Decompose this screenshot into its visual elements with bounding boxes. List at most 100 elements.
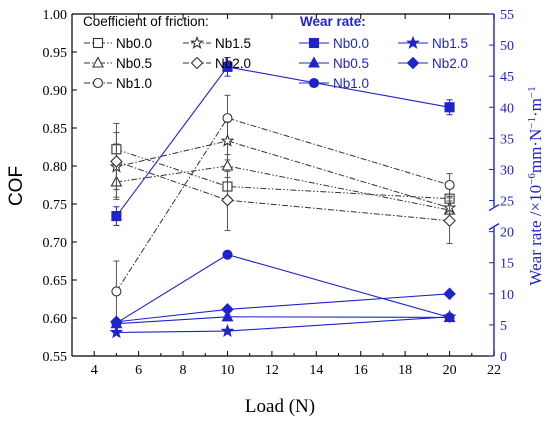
- y-axis-left-title: COF: [6, 166, 27, 206]
- circle-marker: [111, 286, 122, 297]
- triangle-marker: [308, 56, 320, 68]
- star-marker: [220, 133, 235, 147]
- wear-series-line: [116, 316, 450, 333]
- wear-series-line: [116, 254, 450, 324]
- y-right-tick-label: 5: [500, 319, 507, 334]
- legend-cof-label: Nb1.0: [116, 76, 152, 91]
- y-right-tick-label: 10: [500, 288, 514, 303]
- wear-series-nb0-0: [111, 57, 455, 226]
- star-marker: [190, 35, 204, 49]
- cof-series-nb0-5: [110, 154, 456, 220]
- legend-cof-label: Nb2.0: [215, 56, 251, 71]
- star-marker: [220, 323, 235, 337]
- legend-wear-label: Nb1.0: [333, 76, 369, 91]
- legend-wear-label: Nb1.5: [432, 36, 468, 51]
- y-left-tick-label: 0.90: [43, 84, 68, 99]
- y-left-tick-label: 1.00: [43, 8, 68, 23]
- circle-marker: [222, 249, 233, 260]
- cof-series-line: [116, 160, 450, 222]
- wear-series-nb1-0: [111, 249, 455, 329]
- tick-labels: 4 6 8 10 12 14 16 18 20 22 0.55 0.60 0.65 0.70 0.75 0.8…: [43, 8, 515, 378]
- x-tick-label: 8: [180, 363, 187, 378]
- series-layer: [109, 57, 457, 339]
- diamond-marker: [221, 193, 234, 207]
- x-tick-label: 16: [354, 363, 368, 378]
- star-marker: [109, 325, 124, 339]
- y-right-tick-label: 45: [500, 70, 514, 85]
- legend-cof-label: Nb1.5: [215, 36, 251, 51]
- y-right-tick-label: 55: [500, 8, 514, 23]
- y-left-tick-label: 0.80: [43, 160, 68, 175]
- y-right-tick-label: 30: [500, 163, 514, 178]
- y-left-tick-label: 0.95: [43, 46, 68, 61]
- wear-series-nb1-5: [109, 309, 457, 339]
- x-tick-label: 4: [91, 363, 98, 378]
- cof-series-nb1-0: [111, 94, 455, 323]
- wear-series-line: [115, 66, 450, 217]
- square-marker: [92, 37, 104, 49]
- square-marker: [111, 211, 122, 222]
- y-left-tick-label: 0.60: [43, 312, 68, 327]
- legend-cof-title: Coefficient of friction:: [83, 14, 209, 29]
- axis-break-mark-upper: [488, 203, 500, 212]
- y-right-tick-label: 15: [500, 257, 514, 272]
- y-right-title-main: Wear rate /×10: [526, 185, 545, 286]
- axis-break-mark-lower: [488, 223, 500, 231]
- x-tick-label: 22: [487, 363, 501, 378]
- y-right-tick-label: 20: [500, 226, 514, 241]
- legend-wear: Wear rate: Nb0.0 Nb0.5 Nb1.0 Nb1.5 Nb2.0: [299, 14, 468, 91]
- y-right-title-sup: −6: [526, 173, 538, 185]
- legend-wear-label: Nb2.0: [432, 56, 468, 71]
- diamond-marker: [443, 214, 456, 227]
- y-left-tick-label: 0.70: [43, 236, 68, 251]
- x-tick-label: 10: [220, 363, 234, 378]
- diamond-marker: [221, 303, 234, 316]
- y-right-tick-label: 0: [500, 350, 507, 365]
- y-right-tick-label: 40: [500, 101, 514, 116]
- y-axis-right-title: Wear rate /×10−6mm·N−1·m−1: [526, 86, 545, 285]
- star-marker: [406, 35, 420, 49]
- triangle-marker: [221, 310, 234, 322]
- y-right-title-end: mm·N: [526, 129, 545, 173]
- cof-series-nb2-0: [110, 122, 456, 245]
- plot-frame: [71, 13, 500, 357]
- star-marker: [442, 309, 457, 323]
- circle-marker: [444, 179, 455, 191]
- legend-wear-title: Wear rate:: [300, 14, 366, 29]
- y-left-tick-label: 0.55: [43, 350, 68, 365]
- diamond-marker: [190, 56, 204, 70]
- cof-series-line: [116, 140, 450, 209]
- square-marker: [444, 102, 455, 113]
- wear-series-nb2-0: [110, 287, 456, 329]
- legend-wear-label: Nb0.5: [333, 56, 369, 71]
- x-tick-label: 14: [309, 363, 323, 378]
- y-right-title-sup2: −1: [526, 117, 538, 129]
- x-axis-title: Load (N): [245, 396, 315, 417]
- diamond-marker: [110, 155, 123, 168]
- x-tick-label: 20: [443, 363, 457, 378]
- x-tick-label: 12: [265, 363, 279, 378]
- cof-series-nb1-5: [109, 121, 457, 220]
- legend-cof-label: Nb0.0: [116, 36, 152, 51]
- legend-cof: Coefficient of friction: Nb0.0 Nb0.5 Nb1.0…: [83, 14, 251, 91]
- y-right-title-sup3: −1: [526, 86, 538, 98]
- cof-series-line: [115, 117, 450, 292]
- x-tick-label: 6: [135, 363, 142, 378]
- y-right-tick-label: 35: [500, 132, 514, 147]
- square-marker: [222, 61, 233, 72]
- y-right-title-mid: ·m: [526, 98, 545, 117]
- legend-cof-label: Nb0.5: [116, 56, 152, 71]
- x-tick-label: 18: [398, 363, 412, 378]
- circle-marker: [222, 113, 233, 124]
- cof-series-line: [116, 165, 450, 211]
- square-marker: [308, 37, 320, 49]
- legend-wear-label: Nb0.0: [333, 36, 369, 51]
- diamond-marker: [443, 287, 456, 301]
- y-left-tick-label: 0.65: [43, 274, 68, 289]
- y-left-tick-label: 0.75: [43, 198, 68, 213]
- triangle-marker: [221, 159, 234, 171]
- cof-series-nb0-0: [111, 132, 455, 211]
- diamond-marker: [110, 315, 123, 329]
- diamond-marker: [406, 56, 420, 70]
